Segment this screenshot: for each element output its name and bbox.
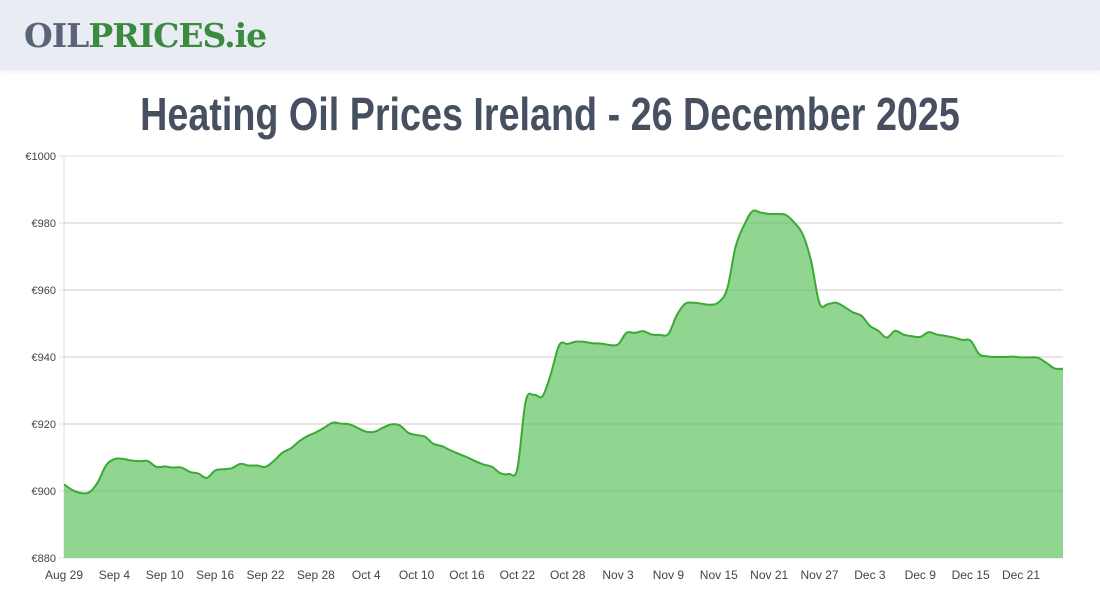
x-tick-label: Oct 10 [399, 568, 435, 582]
price-area-fill [64, 210, 1063, 558]
page-title: Heating Oil Prices Ireland - 26 December… [140, 88, 960, 140]
y-tick-label: €940 [32, 352, 56, 364]
x-tick-label: Dec 3 [854, 568, 886, 582]
x-tick-label: Nov 15 [700, 568, 738, 582]
x-tick-label: Aug 29 [45, 568, 83, 582]
x-tick-label: Oct 22 [500, 568, 536, 582]
x-tick-label: Dec 9 [905, 568, 937, 582]
y-tick-label: €1000 [25, 151, 56, 163]
x-tick-label: Nov 21 [750, 568, 788, 582]
x-tick-label: Nov 3 [602, 568, 634, 582]
x-tick-label: Oct 4 [352, 568, 381, 582]
site-header: OILPRICES.ie [0, 0, 1100, 70]
y-tick-label: €960 [32, 285, 56, 297]
y-tick-label: €920 [32, 419, 56, 431]
site-logo[interactable]: OILPRICES.ie [24, 16, 267, 56]
x-tick-label: Sep 16 [196, 568, 234, 582]
x-tick-label: Sep 4 [99, 568, 131, 582]
x-tick-label: Dec 15 [952, 568, 990, 582]
x-tick-label: Nov 27 [801, 568, 839, 582]
x-tick-label: Sep 10 [146, 568, 184, 582]
x-tick-label: Nov 9 [653, 568, 685, 582]
logo-text-prices: PRICES.ie [88, 16, 267, 55]
y-tick-label: €900 [32, 486, 56, 498]
price-line[interactable] [63, 209, 1064, 495]
x-tick-label: Sep 28 [297, 568, 335, 582]
x-tick-label: Dec 21 [1002, 568, 1040, 582]
y-axis: €880 €900 €920 €940 €960 €980 €1000 [25, 151, 56, 565]
y-tick-label: €880 [32, 553, 56, 565]
x-axis: Aug 29 Sep 4 Sep 10 Sep 16 Sep 22 Sep 28 Oct 4… [45, 568, 1040, 582]
y-tick-label: €980 [32, 218, 56, 230]
x-tick-label: Oct 16 [449, 568, 485, 582]
logo-text-oil: OIL [24, 16, 89, 55]
x-tick-label: Oct 28 [550, 568, 586, 582]
x-tick-label: Sep 22 [246, 568, 284, 582]
